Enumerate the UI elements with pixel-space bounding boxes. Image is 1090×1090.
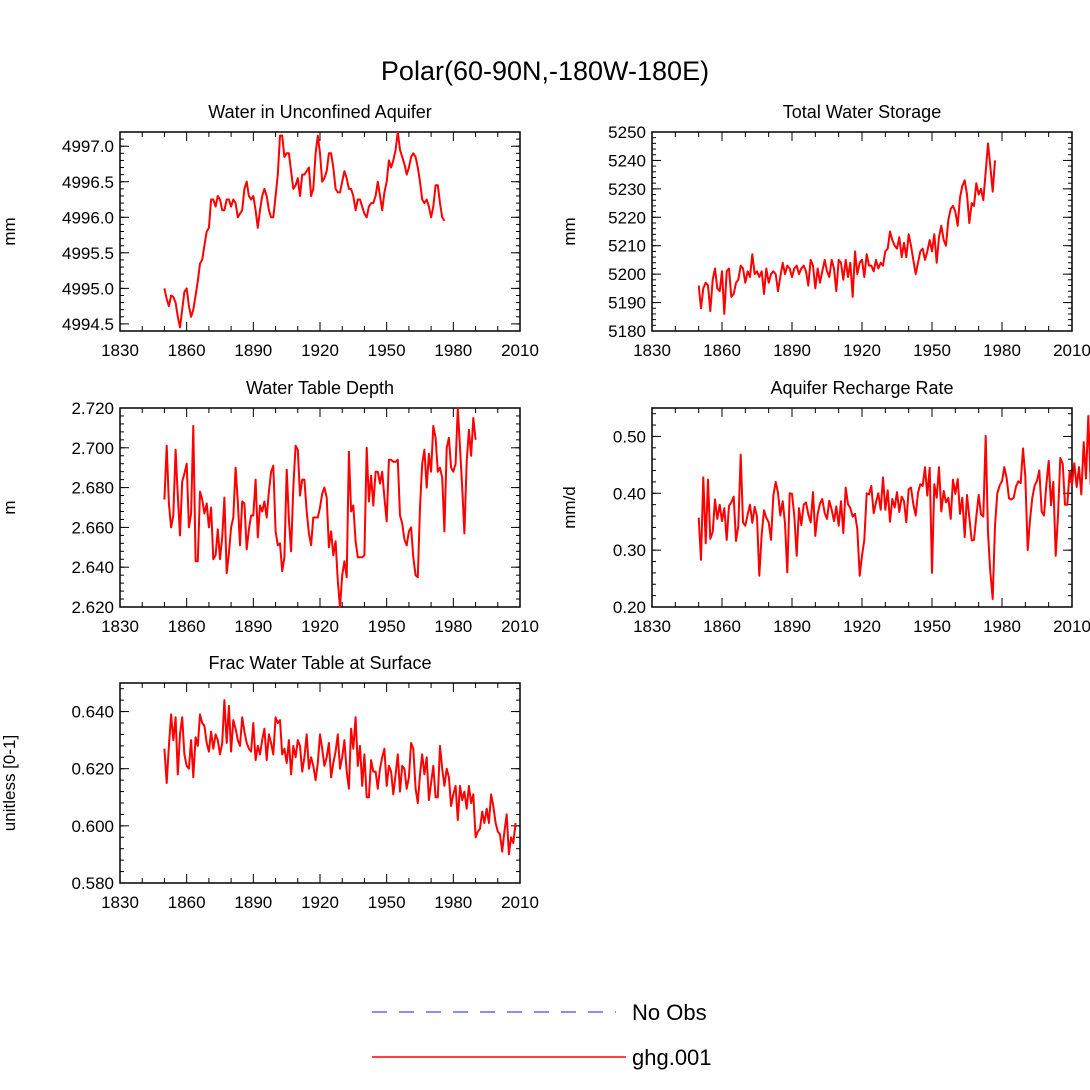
y-tick-label: 0.20 xyxy=(613,598,646,617)
panel-title: Water in Unconfined Aquifer xyxy=(208,102,431,122)
y-tick-label: 0.50 xyxy=(613,427,646,446)
x-tick-label: 1950 xyxy=(913,341,951,360)
plot-frame xyxy=(119,682,521,884)
y-tick-label: 4996.5 xyxy=(62,173,114,192)
x-tick-label: 2010 xyxy=(1053,617,1090,636)
y-tick-label: 2.700 xyxy=(71,439,114,458)
y-axis-label: m xyxy=(0,500,19,514)
y-tick-label: 0.30 xyxy=(613,541,646,560)
y-tick-label: 0.580 xyxy=(71,874,114,893)
legend-label-ghg: ghg.001 xyxy=(632,1045,712,1070)
y-tick-label: 0.40 xyxy=(613,484,646,503)
legend: No Obs ghg.001 xyxy=(372,1000,712,1070)
y-tick-label: 4995.5 xyxy=(62,244,114,263)
x-tick-label: 2010 xyxy=(501,893,539,912)
panel-1: Water in Unconfined Aquifer 1830 1860 1890 1… xyxy=(0,102,539,360)
y-axis-label: mm xyxy=(560,217,579,245)
y-tick-label: 5230 xyxy=(608,180,646,199)
panel-title: Frac Water Table at Surface xyxy=(208,653,431,673)
y-axis-label: mm xyxy=(0,217,19,245)
series-line-ghg.001 xyxy=(697,415,1090,600)
y-tick-label: 5180 xyxy=(608,322,646,341)
y-tick-label: 5190 xyxy=(608,294,646,313)
y-tick-label: 5220 xyxy=(608,208,646,227)
x-tick-label: 2010 xyxy=(501,617,539,636)
y-tick-label: 4995.0 xyxy=(62,279,114,298)
x-tick-label: 1860 xyxy=(703,341,741,360)
x-tick-label: 1890 xyxy=(773,341,811,360)
x-tick-label: 1980 xyxy=(983,617,1021,636)
x-tick-label: 1830 xyxy=(633,617,671,636)
x-tick-label: 1920 xyxy=(301,617,339,636)
x-tick-label: 1860 xyxy=(168,893,206,912)
x-tick-label: 1830 xyxy=(633,341,671,360)
y-tick-label: 0.640 xyxy=(71,703,114,722)
y-tick-label: 0.600 xyxy=(71,817,114,836)
y-tick-label: 5240 xyxy=(608,151,646,170)
x-tick-label: 2010 xyxy=(501,341,539,360)
x-tick-label: 1860 xyxy=(168,341,206,360)
x-tick-label: 1890 xyxy=(234,341,272,360)
x-tick-label: 1890 xyxy=(234,893,272,912)
y-tick-label: 4994.5 xyxy=(62,315,114,334)
y-axis-label: unitless [0-1] xyxy=(0,735,19,831)
series-line-ghg.001 xyxy=(163,131,446,329)
x-tick-label: 1830 xyxy=(101,893,139,912)
y-tick-label: 4996.0 xyxy=(62,208,114,227)
y-axis-label: mm/d xyxy=(560,486,579,529)
panel-title: Water Table Depth xyxy=(246,378,394,398)
y-tick-label: 5200 xyxy=(608,265,646,284)
x-tick-label: 1980 xyxy=(983,341,1021,360)
x-tick-label: 1980 xyxy=(434,893,472,912)
y-tick-label: 2.720 xyxy=(71,399,114,418)
x-tick-label: 1860 xyxy=(703,617,741,636)
x-tick-label: 1920 xyxy=(843,617,881,636)
y-tick-label: 5210 xyxy=(608,237,646,256)
x-tick-label: 1980 xyxy=(434,341,472,360)
x-tick-label: 1830 xyxy=(101,341,139,360)
x-tick-label: 1890 xyxy=(234,617,272,636)
y-tick-label: 2.680 xyxy=(71,479,114,498)
panels: Water in Unconfined Aquifer 1830 1860 1890 1… xyxy=(0,102,1090,912)
x-tick-label: 1950 xyxy=(913,617,951,636)
x-tick-label: 1950 xyxy=(368,617,406,636)
y-tick-label: 2.660 xyxy=(71,518,114,537)
figure-title: Polar(60-90N,-180W-180E) xyxy=(381,56,709,86)
panel-title: Total Water Storage xyxy=(783,102,941,122)
y-tick-label: 0.620 xyxy=(71,760,114,779)
x-tick-label: 1890 xyxy=(773,617,811,636)
series-line-ghg.001 xyxy=(163,699,517,856)
panel-4: Aquifer Recharge Rate 1830 1860 1890 1920 195… xyxy=(560,378,1090,636)
x-tick-label: 1860 xyxy=(168,617,206,636)
y-tick-label: 5250 xyxy=(608,123,646,142)
y-tick-label: 4997.0 xyxy=(62,137,114,156)
x-tick-label: 1950 xyxy=(368,893,406,912)
x-tick-label: 1920 xyxy=(301,341,339,360)
x-tick-label: 2010 xyxy=(1053,341,1090,360)
x-tick-label: 1980 xyxy=(434,617,472,636)
plot-frame xyxy=(651,131,1073,332)
y-tick-label: 2.640 xyxy=(71,558,114,577)
x-tick-label: 1950 xyxy=(368,341,406,360)
x-tick-label: 1830 xyxy=(101,617,139,636)
series-line-ghg.001 xyxy=(697,142,996,315)
panel-5: Frac Water Table at Surface 1830 1860 1890 1… xyxy=(0,653,539,912)
panel-3: Water Table Depth 1830 1860 1890 1920 1950 198… xyxy=(0,378,539,636)
x-tick-label: 1920 xyxy=(301,893,339,912)
x-tick-label: 1920 xyxy=(843,341,881,360)
series-line-ghg.001 xyxy=(163,407,477,608)
panel-2: Total Water Storage 1830 1860 1890 1920 1950 1… xyxy=(560,102,1090,360)
legend-label-no-obs: No Obs xyxy=(632,1000,707,1025)
panel-title: Aquifer Recharge Rate xyxy=(770,378,953,398)
y-tick-label: 2.620 xyxy=(71,598,114,617)
